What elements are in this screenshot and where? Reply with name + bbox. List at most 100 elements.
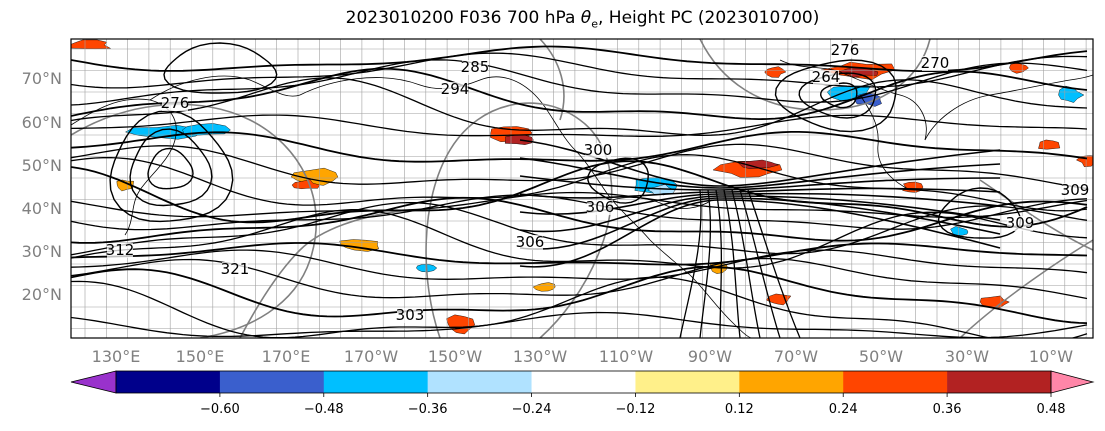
contour-label: 285: [461, 58, 490, 76]
anomaly-region: [532, 282, 556, 292]
closed-contour: [109, 110, 234, 223]
colorbar-extend-high: [1050, 370, 1095, 394]
meridional-contour-line: [699, 189, 712, 338]
lon-tick-label: 130°W: [513, 347, 568, 366]
meridional-contour-line: [731, 189, 761, 338]
contour-label: 309: [1061, 181, 1090, 199]
colorbar-tick-label: 0.48: [1037, 402, 1066, 417]
colorbar-segment: [947, 371, 1052, 393]
theta-e-contour-line: [71, 154, 1088, 212]
theta-e-contour-line: [71, 45, 1088, 72]
lon-tick-label: 30°W: [945, 347, 989, 366]
colorbar-tick-label: 0.36: [933, 402, 962, 417]
anomaly-region: [764, 66, 787, 78]
contour-label: 306: [586, 198, 615, 216]
lat-tick-label: 50°N: [22, 156, 62, 175]
theta-e-contour-line: [71, 77, 1088, 136]
contour-label: 276: [161, 94, 190, 112]
meridional-contour-line: [715, 189, 723, 338]
coastline: [71, 98, 177, 236]
colorbar-segment: [323, 371, 428, 393]
anomaly-region: [71, 39, 112, 50]
meridional-contour-line: [739, 189, 781, 338]
contour-label: 264: [812, 68, 841, 86]
meridional-contour-line: [723, 189, 741, 338]
theta-e-contour-line: [71, 114, 1088, 137]
contour-label-bg: [587, 200, 613, 215]
theta-e-contour-line: [71, 131, 1088, 163]
contour-label-bg: [162, 96, 188, 111]
jet-contour-line: [519, 199, 1001, 268]
colorbar-tick-label: 0.12: [725, 402, 754, 417]
contour-label-bg: [517, 235, 543, 250]
lon-tick-label: 150°E: [176, 347, 225, 366]
contour-label-bg: [922, 56, 948, 71]
colorbar-segment: [531, 371, 636, 393]
theta-e-contour-line: [71, 191, 1088, 219]
theta-e-contour-line: [71, 276, 1088, 338]
colorbar-segment: [427, 371, 532, 393]
contour-label-bg: [442, 82, 468, 97]
coastline: [924, 74, 1093, 141]
height-contour-line: [959, 239, 1093, 338]
coastline: [649, 239, 753, 338]
closed-contour: [147, 147, 194, 190]
closed-contour: [937, 187, 1022, 239]
contour-label: 321: [221, 260, 250, 278]
plot-frame: [70, 38, 1094, 339]
contour-label: 309: [1006, 214, 1035, 232]
theta-e-contour-line: [71, 242, 1088, 266]
contour-label-bg: [107, 243, 133, 258]
colorbar-tick-label: −0.48: [304, 402, 344, 417]
lat-tick-label: 30°N: [22, 242, 62, 261]
closed-contour: [798, 72, 877, 119]
colorbar-tick-label: −0.36: [408, 402, 448, 417]
contour-label-bg: [1007, 216, 1033, 231]
coastline: [779, 59, 927, 141]
theta-e-contour-line: [71, 311, 1088, 338]
closed-contour: [819, 82, 858, 109]
contour-label-bg: [1062, 183, 1088, 198]
longitude-axis: 130°E 150°E 170°E 170°W 150°W 130°W 110°W 90°W 7…: [92, 347, 1074, 366]
height-contour-line: [71, 103, 318, 338]
theta-e-contour-line: [71, 249, 1088, 280]
jet-contour-line: [519, 195, 1001, 233]
closed-contour: [774, 59, 897, 133]
colorbar-segment: [219, 371, 325, 393]
contour-label-bg: [813, 70, 839, 85]
lon-tick-label: 150°W: [428, 347, 483, 366]
colorbar-extend-low: [70, 370, 117, 394]
jet-contour-line: [519, 157, 1001, 189]
colorbar-frame: [115, 370, 1052, 394]
contour-label-bg: [222, 262, 248, 277]
contour-label: 276: [831, 41, 860, 59]
colorbar-segment: [116, 371, 221, 393]
theta-e-contour-line: [71, 265, 1088, 324]
anomaly-region: [950, 226, 969, 236]
theta-e-contour-line: [71, 67, 1088, 121]
lat-tick-label: 40°N: [22, 199, 62, 218]
lon-tick-label: 170°W: [344, 347, 399, 366]
anomaly-region: [504, 135, 534, 145]
plot-area: 285 294 276 264 270 276 300 306 309 312 321 306 309 3…: [71, 39, 1093, 338]
lon-tick-label: 50°W: [859, 347, 903, 366]
theta-e-contour-line: [71, 209, 1088, 269]
colorbar-segment: [843, 371, 948, 393]
lon-tick-label: 90°W: [688, 347, 732, 366]
contour-label: 306: [516, 233, 545, 251]
lon-tick-label: 70°W: [774, 347, 818, 366]
colorbar: −0.60 −0.48 −0.36 −0.24 −0.12 0.12 0.24 0.36 0.4…: [70, 370, 1095, 417]
contour-label-bg: [832, 43, 858, 58]
chart-title: 2023010200 F036 700 hPa θe, Height PC (2…: [345, 8, 820, 31]
lon-tick-label: 10°W: [1029, 347, 1073, 366]
theta-e-contour-line: [71, 52, 1088, 89]
meridional-contour-line: [679, 189, 702, 338]
jet-contour-line: [519, 175, 1001, 191]
jet-contour-line: [519, 197, 1001, 250]
contour-label: 270: [921, 54, 950, 72]
anomaly-region: [736, 159, 780, 169]
theta-e-contour-line: [71, 196, 1088, 244]
contour-label-bg: [462, 60, 488, 75]
lon-tick-label: 170°E: [262, 347, 311, 366]
